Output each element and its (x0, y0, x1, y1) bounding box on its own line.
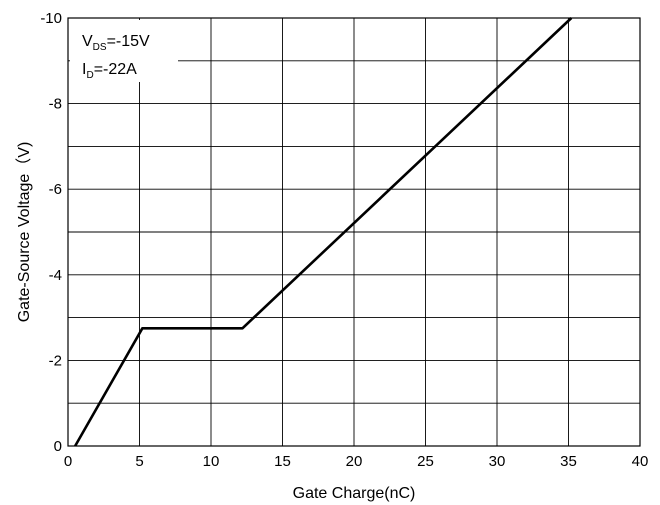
x-tick-label: 35 (560, 453, 577, 470)
annotation-background (70, 20, 178, 82)
vds-condition: VDS=-15V (82, 33, 150, 53)
tick-labels: 0 5 10 15 20 25 30 35 40 0 -2 -4 -6 -8 -10 (40, 10, 648, 470)
vds-value: =-15V (107, 33, 150, 50)
y-tick-label: -6 (49, 181, 62, 198)
grid (68, 18, 640, 446)
x-tick-label: 20 (346, 453, 363, 470)
series-line (74, 17, 573, 447)
id-symbol: I (82, 61, 86, 78)
x-tick-label: 25 (417, 453, 434, 470)
x-tick-label: 10 (203, 453, 220, 470)
x-tick-label: 15 (274, 453, 291, 470)
y-tick-label: -4 (49, 267, 62, 284)
id-subscript: D (86, 70, 93, 81)
x-tick-label: 30 (489, 453, 506, 470)
y-tick-label: -10 (40, 10, 62, 27)
id-condition: ID=-22A (82, 61, 137, 81)
y-tick-label: -2 (49, 352, 62, 369)
y-tick-label: -8 (49, 96, 62, 113)
plot-frame (67, 17, 641, 447)
x-tick-label: 5 (135, 453, 143, 470)
vds-symbol: V (82, 33, 93, 50)
vds-subscript: DS (93, 42, 107, 53)
conditions-annotation: VDS=-15V ID=-22A (70, 20, 178, 82)
id-value: =-22A (94, 61, 137, 78)
y-tick-label: 0 (54, 438, 62, 455)
series-layer (74, 17, 573, 447)
x-tick-label: 40 (632, 453, 649, 470)
x-tick-label: 0 (64, 453, 72, 470)
x-axis-label: Gate Charge(nC) (293, 485, 416, 502)
y-axis-label: Gate-Source Voltage（V) (15, 142, 33, 323)
